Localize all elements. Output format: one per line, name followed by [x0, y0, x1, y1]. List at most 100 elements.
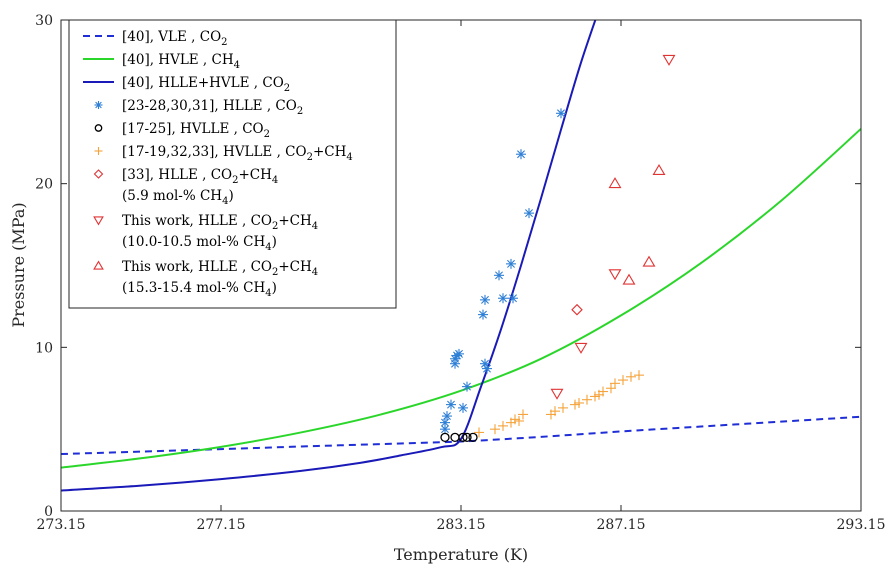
- data-point: [574, 342, 588, 354]
- legend-item-7: [33], HLLE , CO2+CH4 (5.9 mol-% CH4): [93, 167, 278, 207]
- legend-text-part: 4: [222, 196, 228, 207]
- legend-text-part: [23-28,30,31], HLLE , CO: [122, 98, 297, 114]
- data-point: [490, 424, 500, 435]
- data-point: [550, 388, 564, 400]
- data-point: [652, 163, 666, 175]
- legend-label: [40], HVLE , CH4: [122, 52, 240, 71]
- legend-text-part: ): [272, 280, 277, 296]
- data-point: [610, 378, 620, 389]
- data-point: [480, 294, 490, 305]
- legend-text-part: 2: [297, 106, 303, 117]
- data-point: [506, 258, 516, 269]
- legend-marker: [93, 260, 104, 270]
- legend-text-part: [17-25], HVLLE , CO: [122, 121, 264, 137]
- data-point: [498, 420, 508, 431]
- data-point: [608, 177, 622, 189]
- legend-text-part: This work, HLLE , CO: [122, 259, 272, 275]
- x-tick-label: 273.15: [37, 517, 86, 533]
- legend-text-part: 4: [265, 288, 271, 299]
- legend-text-part: 4: [265, 242, 271, 253]
- data-point: [516, 149, 526, 160]
- data-point: [606, 383, 616, 394]
- data-point: [558, 402, 568, 413]
- data-point: [468, 432, 478, 443]
- legend-item-3: [40], HLLE+HVLE , CO2: [83, 75, 290, 94]
- legend-label: [40], VLE , CO2: [122, 29, 228, 48]
- data-point: [482, 363, 492, 374]
- data-point: [498, 293, 508, 304]
- tick-labels: 273.15 277.15 283.15 287.15 293.15 0 10 20 30: [35, 13, 885, 533]
- legend-text-part: ): [272, 234, 277, 250]
- data-point: [608, 269, 622, 281]
- data-point: [550, 406, 560, 417]
- data-point: [598, 386, 608, 397]
- data-point: [518, 409, 528, 420]
- data-point: [570, 399, 580, 410]
- series-points-2: [440, 432, 478, 443]
- legend-label: [40], HLLE+HVLE , CO2: [122, 75, 290, 94]
- data-point: [618, 375, 628, 386]
- data-layer: [61, 20, 861, 492]
- series-line-3: [61, 20, 597, 492]
- legend-label-line2: (5.9 mol-% CH4): [122, 188, 234, 207]
- legend-text-part: (5.9 mol-% CH: [122, 188, 222, 204]
- y-tick-label: 0: [44, 504, 53, 520]
- x-tick-label: 283.15: [437, 517, 486, 533]
- legend-text-part: This work, HLLE , CO: [122, 213, 272, 229]
- legend-text-part: (15.3-15.4 mol-% CH: [122, 280, 265, 296]
- data-point: [462, 381, 472, 392]
- y-tick-label: 30: [35, 13, 53, 29]
- legend-text-part: [40], HVLE , CH: [122, 52, 234, 68]
- legend-label: [33], HLLE , CO2+CH4: [122, 167, 278, 186]
- legend-marker: [94, 124, 103, 132]
- x-tick-label: 287.15: [597, 517, 646, 533]
- y-tick-label: 20: [35, 177, 53, 193]
- data-point: [458, 432, 468, 443]
- data-point: [440, 432, 450, 443]
- data-point: [524, 208, 534, 219]
- legend-text-part: 2: [221, 37, 227, 48]
- legend-label-line2: (10.0-10.5 mol-% CH4): [122, 234, 277, 253]
- series-points-3: [474, 370, 644, 438]
- plot-frame: [60, 19, 862, 512]
- data-point: [478, 309, 488, 320]
- data-point: [582, 394, 592, 405]
- data-point: [474, 427, 484, 438]
- data-point: [571, 303, 583, 316]
- legend-label: This work, HLLE , CO2+CH4: [122, 213, 318, 232]
- legend-label: [17-19,32,33], HVLLE , CO2+CH4: [122, 144, 353, 163]
- data-point: [634, 370, 644, 381]
- legend-text-part: 4: [312, 221, 318, 232]
- legend-text-part: [33], HLLE , CO: [122, 167, 232, 183]
- legend-text-part: +CH: [278, 213, 312, 229]
- data-point: [442, 411, 452, 422]
- legend: [40], VLE , CO2[40], HVLE , CH4[40], HLL…: [68, 19, 397, 309]
- legend-marker: [94, 101, 103, 109]
- data-point: [662, 54, 676, 66]
- data-point: [440, 417, 450, 428]
- legend-label: This work, HLLE , CO2+CH4: [122, 259, 318, 278]
- data-point: [514, 415, 524, 426]
- legend-text-part: 4: [234, 60, 240, 71]
- legend-label: [17-25], HVLLE , CO2: [122, 121, 270, 140]
- data-point: [508, 293, 518, 304]
- legend-item-8: This work, HLLE , CO2+CH4 (10.0-10.5 mol-…: [93, 213, 318, 253]
- legend-item-5: [17-25], HVLLE , CO2: [94, 121, 270, 140]
- legend-text-part: [17-19,32,33], HVLLE , CO: [122, 144, 307, 160]
- data-point: [446, 399, 456, 410]
- legend-text-part: 2: [232, 175, 238, 186]
- legend-marker: [93, 216, 104, 226]
- x-axis-label: Temperature (K): [394, 545, 528, 564]
- data-point: [556, 108, 566, 119]
- legend-text-part: [40], HLLE+HVLE , CO: [122, 75, 284, 91]
- legend-text-part: 2: [264, 129, 270, 140]
- legend-item-2: [40], HVLE , CH4: [83, 52, 240, 71]
- legend-item-4: [23-28,30,31], HLLE , CO2: [94, 98, 303, 117]
- legend-label-line2: (15.3-15.4 mol-% CH4): [122, 280, 277, 299]
- data-point: [590, 391, 600, 402]
- x-tick-label: 293.15: [837, 517, 886, 533]
- data-point: [626, 371, 636, 382]
- x-tick-label: 277.15: [197, 517, 246, 533]
- data-point: [494, 270, 504, 281]
- legend-item-9: This work, HLLE , CO2+CH4 (15.3-15.4 mol-…: [93, 259, 318, 299]
